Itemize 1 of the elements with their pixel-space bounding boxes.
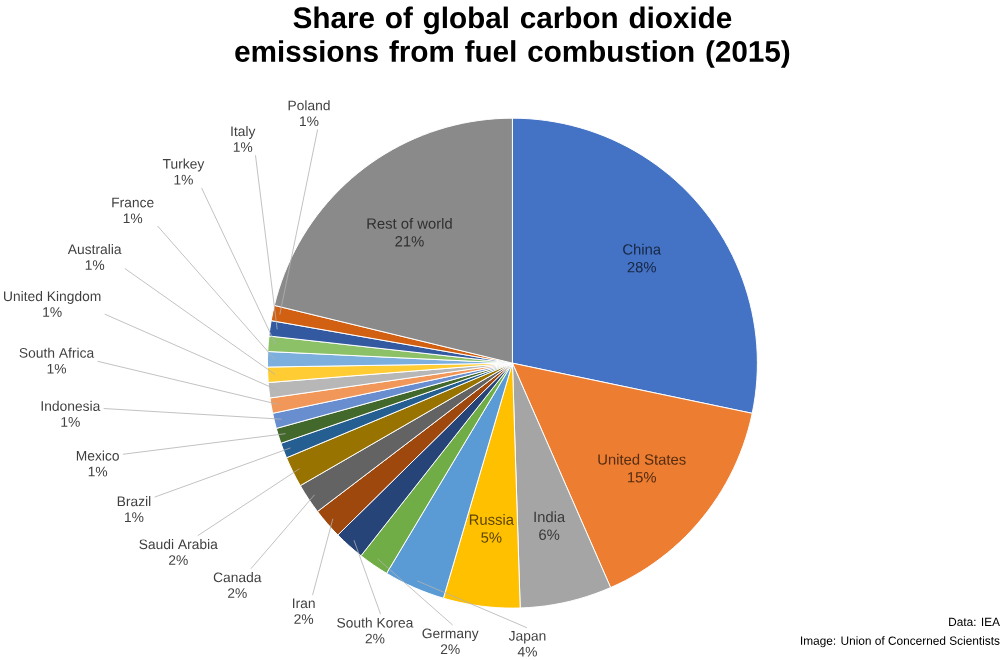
chart-title: Share of global carbon dioxide emissions from fuel combustion (2015) xyxy=(235,6,790,69)
